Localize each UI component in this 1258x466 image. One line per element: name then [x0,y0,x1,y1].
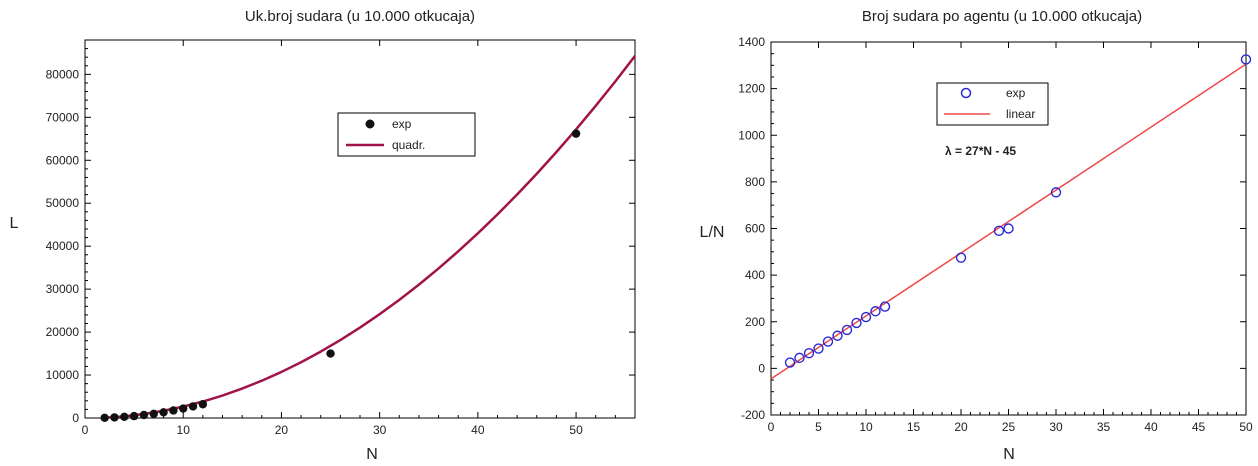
x-tick-label: 40 [1144,420,1158,434]
x-tick-label: 5 [815,420,822,434]
data-point [129,411,139,421]
legend: exp quadr. [337,112,476,157]
x-tick-label: 0 [768,420,775,434]
data-point [100,413,109,422]
data-point [841,324,853,336]
data-point [188,402,198,411]
x-tick-label: 10 [859,420,873,434]
x-tick-label: 50 [1239,420,1253,434]
y-tick-label: 200 [745,315,765,329]
legend-exp-marker [960,87,972,99]
data-point [955,252,967,263]
chart-title: Broj sudara po agentu (u 10.000 otkucaja… [862,8,1142,25]
legend-exp-marker [365,119,375,129]
data-point [169,406,178,415]
data-point [159,408,168,417]
tick-group: 0 5 10 15 20 25 30 35 40 45 50-2000200400600800100… [738,35,1253,434]
data-points-group [784,54,1252,368]
data-point [879,301,891,312]
legend-fit-label: quadr. [392,138,425,152]
data-point [822,336,834,347]
x-tick-label: 40 [471,423,485,437]
data-point [326,349,335,358]
chart-total-collisions: Uk.broj sudara (u 10.000 otkucaja) 0 10 20… [10,8,636,463]
y-tick-label: 800 [745,175,765,189]
y-tick-label: 0 [72,411,79,425]
y-tick-label: 400 [745,268,765,282]
tick-group: 0 10 20 30 40 50 0 10000 20000 30000 40000 50000 600… [46,39,635,437]
y-tick-label: 1200 [738,82,765,96]
data-point [110,413,119,422]
y-tick-label: 40000 [46,239,80,253]
x-tick-label: 15 [907,420,921,434]
y-tick-label: 10000 [46,368,80,382]
legend: exp linear [936,82,1049,126]
data-point [1050,187,1062,198]
legend-box [936,82,1049,126]
data-point [149,409,158,418]
x-tick-label: 50 [569,423,583,437]
y-tick-label: 30000 [46,282,80,296]
x-tick-label: 25 [1002,420,1016,434]
data-point [851,317,862,329]
data-point [120,412,129,421]
y-tick-label: 600 [745,222,765,236]
legend-exp-label: exp [1006,86,1026,100]
x-tick-label: 10 [177,423,191,437]
data-point [832,330,843,341]
y-tick-label: 70000 [46,110,80,124]
x-axis-label: N [1003,446,1015,463]
y-tick-label: 1000 [738,128,765,142]
legend-fit-label: linear [1006,107,1035,121]
chart-title: Uk.broj sudara (u 10.000 otkucaja) [245,8,475,25]
data-point [139,410,149,420]
data-point [571,129,581,138]
data-point [860,311,872,323]
data-point [1003,223,1014,234]
data-point [870,306,881,317]
data-point [813,343,824,354]
y-axis-label: L [10,215,19,232]
data-point [794,352,805,364]
x-tick-label: 20 [954,420,968,434]
y-tick-label: 0 [758,361,765,375]
legend-box [337,112,476,157]
data-points-group [100,129,581,422]
data-point [179,404,188,413]
x-tick-label: 30 [1049,420,1063,434]
y-axis-label: L/N [700,224,725,241]
x-tick-label: 20 [275,423,289,437]
y-tick-label: 80000 [46,67,80,81]
plot-area [84,39,636,419]
data-point [1240,54,1252,65]
data-point [993,225,1005,237]
x-tick-label: 45 [1192,420,1206,434]
chart-collisions-per-agent: Broj sudara po agentu (u 10.000 otkucaja… [700,8,1253,463]
y-tick-label: -200 [741,408,765,422]
legend-exp-label: exp [392,117,412,131]
x-tick-label: 35 [1097,420,1111,434]
data-point [198,400,208,409]
data-point [784,357,796,368]
y-tick-label: 50000 [46,196,80,210]
x-tick-label: 0 [82,423,89,437]
x-axis-label: N [366,446,378,463]
y-tick-label: 60000 [46,153,80,167]
fit-equation-annotation: λ = 27*N - 45 [945,144,1016,158]
y-tick-label: 20000 [46,325,80,339]
y-tick-label: 1400 [738,35,765,49]
data-point [803,348,815,359]
x-tick-label: 30 [373,423,387,437]
